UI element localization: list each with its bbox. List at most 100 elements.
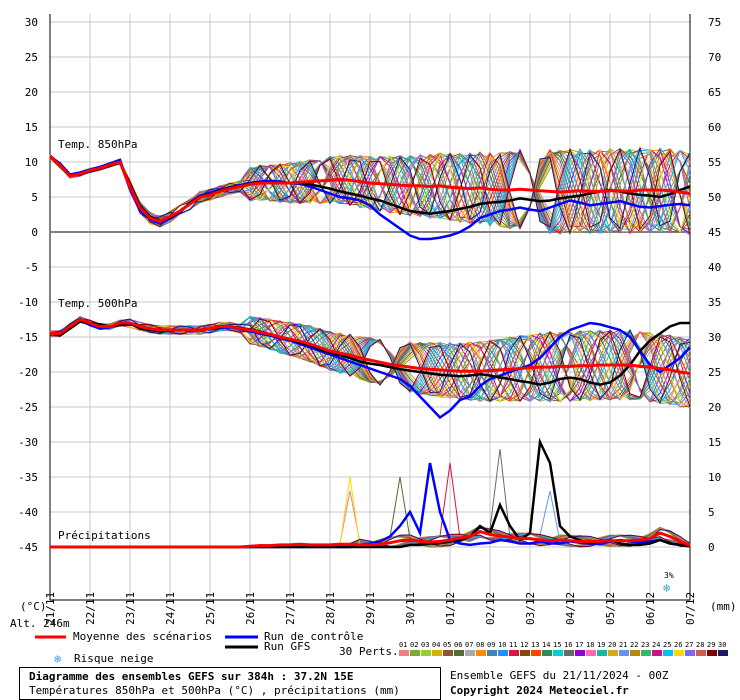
pert-legend-swatch: [399, 650, 409, 656]
pert-legend-label: 03: [421, 641, 429, 649]
date-tick-label: 29/11: [364, 592, 377, 625]
snow-risk-pct: 3%: [664, 571, 674, 580]
pert-legend-label: 18: [586, 641, 594, 649]
pert-legend-swatch: [597, 650, 607, 656]
pert-legend-label: 20: [608, 641, 616, 649]
legend-snowflake-icon: ❄: [54, 652, 61, 666]
pert-legend-swatch: [509, 650, 519, 656]
date-tick-label: 05/12: [604, 592, 617, 625]
pert-legend-swatch: [630, 650, 640, 656]
date-tick-label: 25/11: [204, 592, 217, 625]
date-tick-label: 06/12: [644, 592, 657, 625]
pert-legend-label: 13: [531, 641, 539, 649]
pert-legend-label: 26: [674, 641, 682, 649]
right-tick-label: 65: [708, 86, 721, 99]
pert-legend-label: 23: [641, 641, 649, 649]
footer-run: Ensemble GEFS du 21/11/2024 - 00Z: [450, 669, 669, 682]
pert-legend-swatch: [498, 650, 508, 656]
pert-legend-swatch: [575, 650, 585, 656]
legend-control-label: Run de contrôle: [264, 630, 364, 643]
date-axis-ticks: 21/11 22/11 23/11 24/11 25/11 26/11 27/11 28/11…: [44, 592, 697, 625]
right-tick-label: 20: [708, 401, 721, 414]
pert-legend-label: 06: [454, 641, 462, 649]
date-tick-label: 28/11: [324, 592, 337, 625]
pert-legend-label: 12: [520, 641, 528, 649]
left-tick-label: 20: [25, 86, 38, 99]
left-tick-label: -20: [18, 366, 38, 379]
pert-legend-label: 16: [564, 641, 572, 649]
control-t850-line: [49, 155, 691, 241]
legend-gfs-label: Run GFS: [264, 640, 311, 653]
pert-legend-swatch: [553, 650, 563, 656]
pert-t850-line: [49, 147, 691, 234]
pert-legend-swatch: [465, 650, 475, 656]
left-tick-label: 30: [25, 16, 38, 29]
right-tick-label: 75: [708, 16, 721, 29]
pert-legend-swatch: [586, 650, 596, 656]
mean-t850-line: [48, 155, 691, 224]
y-right-unit: (mm): [710, 600, 737, 613]
pert-legend-label: 27: [685, 641, 693, 649]
pert-t500-line: [49, 318, 691, 408]
pert-t850-line: [49, 148, 691, 233]
altitude-label: Alt. 246m: [10, 617, 70, 630]
right-tick-label: 45: [708, 226, 721, 239]
pert-legend-label: 02: [410, 641, 418, 649]
pert-legend-label: 05: [443, 641, 451, 649]
left-tick-label: 25: [25, 51, 38, 64]
pert-legend-label: 15: [553, 641, 561, 649]
pert-t500-line: [49, 316, 691, 408]
pert-legend-label: 07: [465, 641, 473, 649]
pert-legend-label: 24: [652, 641, 660, 649]
y-left-unit: (°C): [20, 600, 47, 613]
pert-legend-swatch: [542, 650, 552, 656]
left-tick-label: -40: [18, 506, 38, 519]
left-tick-label: -30: [18, 436, 38, 449]
info-title: Diagramme des ensembles GEFS sur 384h : …: [29, 670, 354, 683]
date-tick-label: 23/11: [124, 592, 137, 625]
left-tick-label: -25: [18, 401, 38, 414]
right-tick-label: 40: [708, 261, 721, 274]
left-tick-label: 15: [25, 121, 38, 134]
pert-legend-swatch: [564, 650, 574, 656]
pert-legend-label: 10: [498, 641, 506, 649]
pert-legend-swatch: [718, 650, 728, 656]
legend-mean-label: Moyenne des scénarios: [73, 630, 213, 643]
pert-t500-line: [49, 317, 691, 404]
legend-perts-label: 30 Perts.: [339, 645, 399, 658]
panel-label-precip: Précipitations: [58, 529, 151, 542]
mean-precip-line: [50, 530, 691, 549]
panel-label-t850: Temp. 850hPa: [58, 138, 137, 151]
panel-label-t500: Temp. 500hPa: [58, 297, 137, 310]
right-tick-label: 25: [708, 366, 721, 379]
pert-legend-label: 29: [707, 641, 715, 649]
left-tick-label: -10: [18, 296, 38, 309]
pert-legend-label: 11: [509, 641, 517, 649]
pert-legend-swatch: [410, 650, 420, 656]
pert-legend-label: 08: [476, 641, 484, 649]
date-tick-label: 07/12: [684, 592, 697, 625]
date-tick-label: 30/11: [404, 592, 417, 625]
pert-legend-swatch: [641, 650, 651, 656]
pert-legend-swatch: [454, 650, 464, 656]
left-tick-label: -35: [18, 471, 38, 484]
left-tick-label: -45: [18, 541, 38, 554]
date-tick-label: 26/11: [244, 592, 257, 625]
right-tick-label: 50: [708, 191, 721, 204]
panel-labels: Temp. 850hPa Temp. 500hPa Précipitations: [58, 138, 151, 542]
left-tick-label: 10: [25, 156, 38, 169]
pert-legend-label: 01: [399, 641, 407, 649]
right-tick-label: 5: [708, 506, 715, 519]
pert-legend-swatch: [432, 650, 442, 656]
date-tick-label: 02/12: [484, 592, 497, 625]
pert-legend-label: 28: [696, 641, 704, 649]
right-tick-label: 10: [708, 471, 721, 484]
mean-t500-line: [50, 317, 691, 375]
pert-legend-swatch: [443, 650, 453, 656]
pert-legend-label: 04: [432, 641, 440, 649]
right-tick-label: 70: [708, 51, 721, 64]
date-tick-label: 22/11: [84, 592, 97, 625]
pert-legend-swatch: [608, 650, 618, 656]
pert-legend-swatch: [674, 650, 684, 656]
